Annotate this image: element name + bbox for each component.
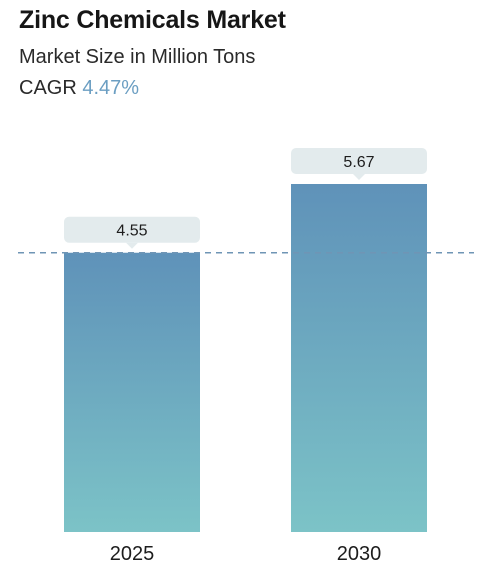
x-tick-2025: 2025	[110, 543, 155, 565]
bars-layer	[64, 184, 427, 533]
x-tick-2030: 2030	[337, 543, 382, 565]
data-label-text: 5.67	[343, 154, 374, 171]
chart-title: Zinc Chemicals Market	[19, 6, 286, 34]
data-label-box	[291, 148, 427, 174]
data-label-pointer	[353, 174, 365, 180]
data-labels-layer: 4.55 5.67	[64, 148, 427, 249]
cagr-label: CAGR	[19, 77, 77, 99]
cagr-line: CAGR 4.47%	[19, 77, 139, 100]
data-label-box	[64, 216, 200, 243]
bar-2030	[291, 184, 427, 532]
data-label-pointer	[126, 242, 138, 249]
cagr-value: 4.47%	[82, 77, 140, 99]
chart-subtitle: Market Size in Million Tons	[19, 46, 256, 68]
data-label-text: 4.55	[116, 223, 147, 240]
bar-2025	[64, 252, 200, 533]
x-axis-ticks: 2025 2030	[110, 543, 382, 565]
data-label-2025: 4.55	[64, 216, 200, 249]
data-label-2030: 5.67	[291, 148, 427, 180]
